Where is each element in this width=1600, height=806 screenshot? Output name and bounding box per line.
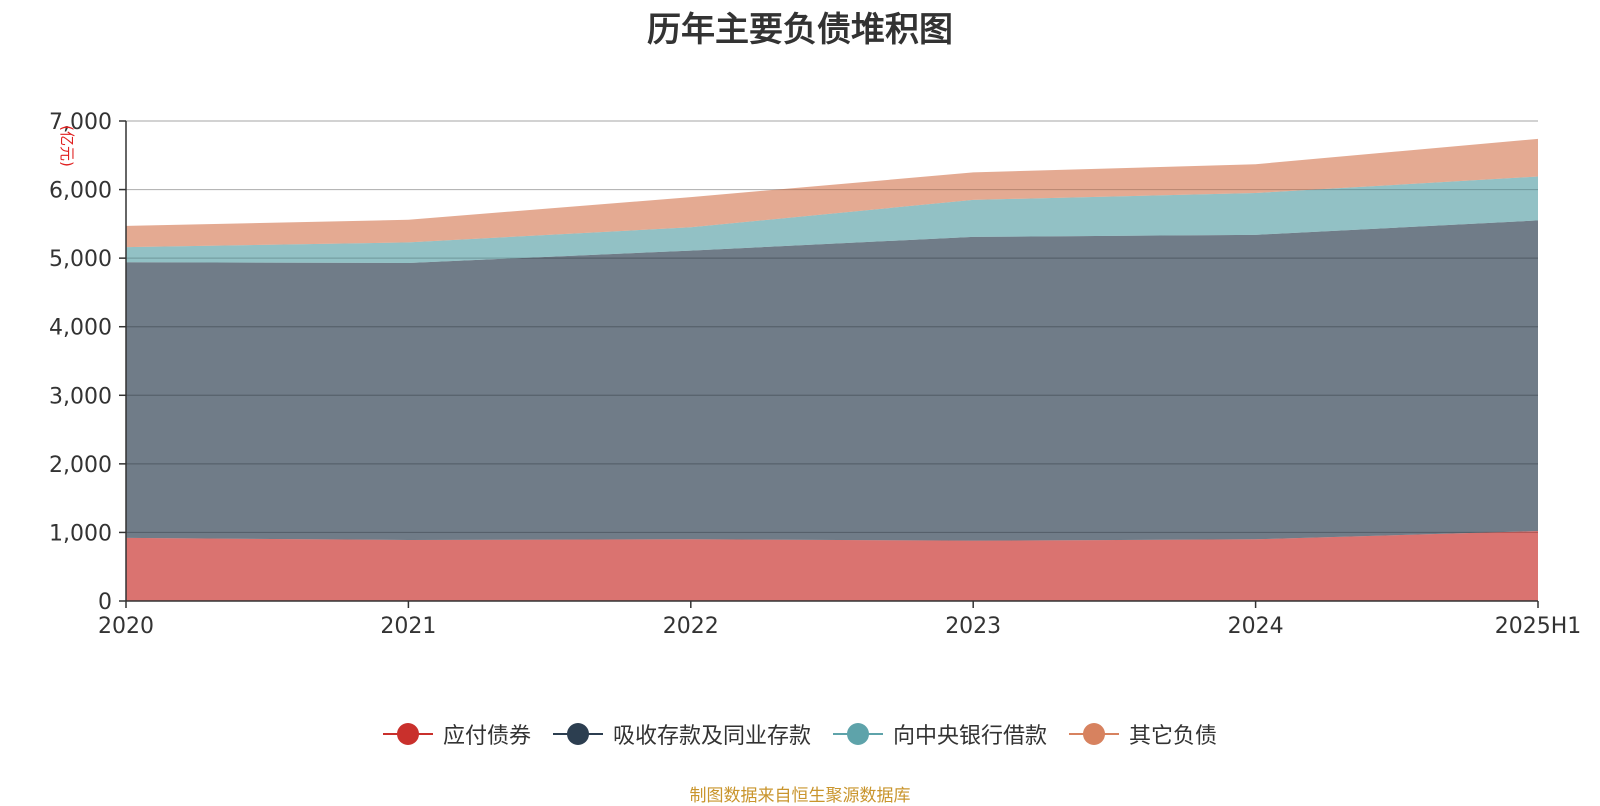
x-tick-label: 2025H1 bbox=[1495, 614, 1582, 639]
y-tick-label: 6,000 bbox=[49, 179, 112, 204]
legend-marker-icon bbox=[1069, 721, 1120, 747]
area-bonds bbox=[126, 531, 1538, 601]
legend-label: 其它负债 bbox=[1129, 724, 1218, 749]
area-other bbox=[126, 138, 1538, 248]
y-tick-label: 1,000 bbox=[49, 521, 112, 546]
legend-marker-icon bbox=[833, 721, 883, 747]
legend-marker-icon bbox=[552, 721, 603, 747]
x-tick-label: 2022 bbox=[663, 614, 719, 639]
legend-item-central-bank[interactable]: 向中央银行借款 bbox=[833, 718, 1047, 750]
chart-legend: 应付债券 吸收存款及同业存款 向中央银行借款 其它负债 bbox=[0, 718, 1600, 750]
y-tick-label: 2,000 bbox=[49, 453, 112, 478]
area-deposits bbox=[126, 220, 1538, 541]
legend-label: 向中央银行借款 bbox=[893, 724, 1048, 749]
y-tick-label: 4,000 bbox=[49, 316, 112, 341]
legend-item-other[interactable]: 其它负债 bbox=[1069, 718, 1217, 750]
chart-title: 历年主要负债堆积图 bbox=[647, 10, 953, 50]
x-tick-label: 2021 bbox=[380, 614, 436, 639]
stacked-area-chart: 0 1,000 2,000 3,000 4,000 5,000 6,000 7,000 2020… bbox=[49, 110, 1582, 639]
x-tick-label: 2023 bbox=[945, 614, 1001, 639]
area-central_bank bbox=[126, 176, 1538, 263]
y-axis-unit-label: (亿元) bbox=[58, 125, 76, 167]
legend-label: 应付债券 bbox=[442, 724, 531, 749]
legend-label: 吸收存款及同业存款 bbox=[612, 724, 811, 749]
y-tick-label: 5,000 bbox=[49, 247, 112, 272]
x-tick-label: 2024 bbox=[1228, 614, 1284, 639]
x-tick-label: 2020 bbox=[98, 614, 154, 639]
y-tick-label: 3,000 bbox=[49, 384, 112, 409]
data-source-note: 制图数据来自恒生聚源数据库 bbox=[689, 786, 911, 806]
legend-item-bonds[interactable]: 应付债券 bbox=[382, 718, 531, 750]
legend-marker-icon bbox=[382, 721, 433, 747]
legend-item-deposits[interactable]: 吸收存款及同业存款 bbox=[552, 718, 811, 750]
y-tick-label: 7,000 bbox=[49, 110, 112, 135]
y-tick-label: 0 bbox=[98, 590, 112, 615]
